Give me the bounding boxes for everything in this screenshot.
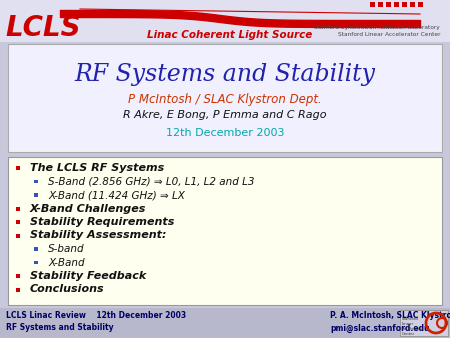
Bar [400, 310, 448, 336]
Bar [378, 2, 383, 7]
Text: pmi@slac.stanford.edu: pmi@slac.stanford.edu [330, 323, 429, 333]
Bar [0, 308, 450, 338]
Text: Stability Assessment:: Stability Assessment: [30, 231, 166, 241]
Text: Stanford Synchrotron Radiation Laboratory: Stanford Synchrotron Radiation Laborator… [314, 25, 440, 30]
Text: Stability Requirements: Stability Requirements [30, 217, 175, 227]
Bar [16, 207, 20, 211]
Text: The LCLS RF Systems: The LCLS RF Systems [30, 163, 164, 173]
Bar [370, 2, 375, 7]
Bar [8, 44, 442, 152]
Text: Conclusions: Conclusions [30, 285, 104, 294]
Text: R Akre, E Bong, P Emma and C Rago: R Akre, E Bong, P Emma and C Rago [123, 110, 327, 120]
Bar [34, 193, 38, 197]
Text: Linac Coherent Light Source: Linac Coherent Light Source [148, 30, 313, 40]
Bar [394, 2, 399, 7]
Bar [34, 261, 38, 264]
Text: LCLS Linac Review    12th December 2003: LCLS Linac Review 12th December 2003 [6, 312, 186, 320]
Bar [16, 288, 20, 291]
Text: Stanford
Linear
Accelerator
Center: Stanford Linear Accelerator Center [402, 317, 424, 336]
Text: X-Band: X-Band [48, 258, 85, 267]
Text: P. A. McIntosh, SLAC Klystron Dept.: P. A. McIntosh, SLAC Klystron Dept. [330, 312, 450, 320]
Text: 12th December 2003: 12th December 2003 [166, 128, 284, 138]
Text: X-Band Challenges: X-Band Challenges [30, 203, 146, 214]
Bar [34, 247, 38, 250]
Bar [16, 220, 20, 224]
Text: Stability Feedback: Stability Feedback [30, 271, 146, 281]
Text: X-Band (11.424 GHz) ⇒ LX: X-Band (11.424 GHz) ⇒ LX [48, 190, 185, 200]
Text: Stanford Linear Accelerator Center: Stanford Linear Accelerator Center [338, 32, 440, 38]
Text: S-Band (2.856 GHz) ⇒ L0, L1, L2 and L3: S-Band (2.856 GHz) ⇒ L0, L1, L2 and L3 [48, 176, 255, 187]
Bar [418, 2, 423, 7]
Text: P McIntosh / SLAC Klystron Dept.: P McIntosh / SLAC Klystron Dept. [128, 93, 322, 105]
Bar [16, 274, 20, 278]
Text: LCLS: LCLS [5, 14, 81, 42]
Bar [16, 234, 20, 238]
Bar [8, 157, 442, 305]
Text: RF Systems and Stability: RF Systems and Stability [75, 63, 375, 86]
Bar [34, 180, 38, 183]
Text: RF Systems and Stability: RF Systems and Stability [6, 323, 113, 333]
Text: S-band: S-band [48, 244, 85, 254]
Bar [410, 2, 415, 7]
Bar [0, 0, 450, 42]
Bar [402, 2, 407, 7]
Bar [386, 2, 391, 7]
Bar [16, 166, 20, 170]
